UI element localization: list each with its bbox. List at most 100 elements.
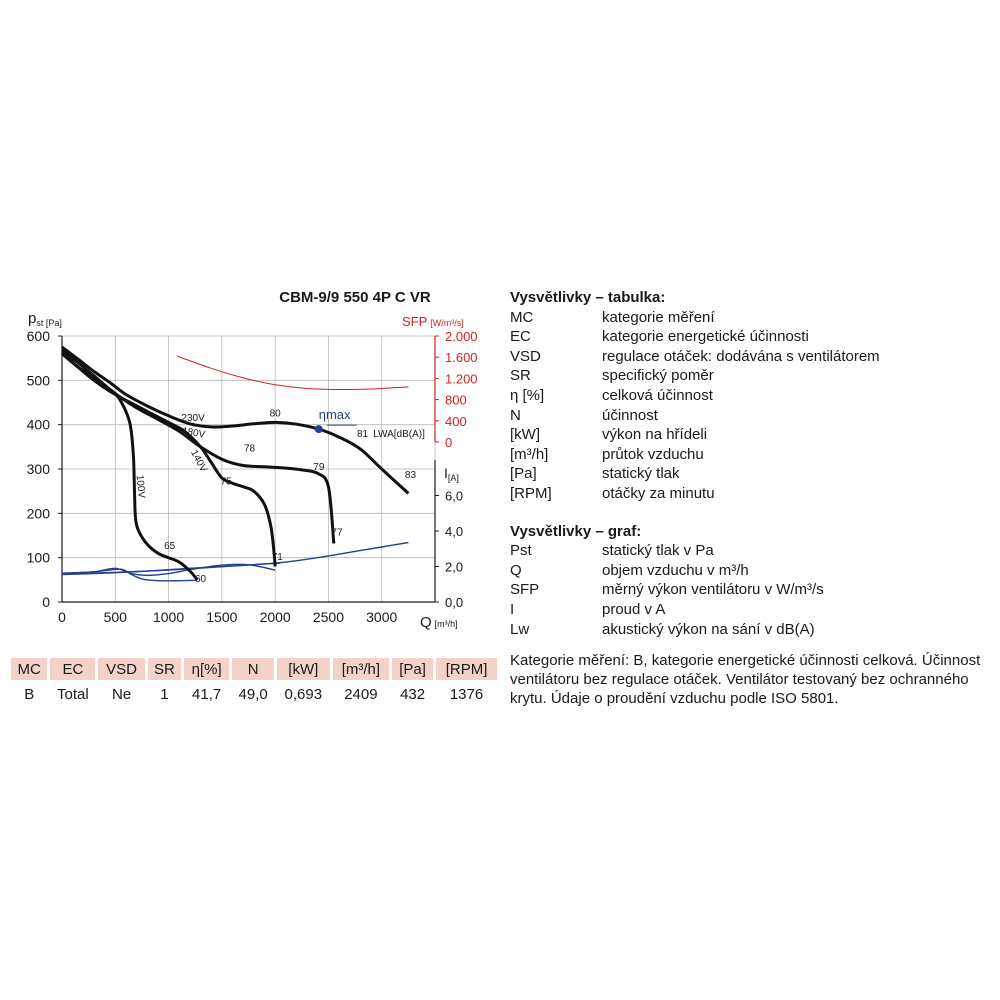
legend-item: Lw akustický výkon na sání v dB(A): [510, 620, 990, 640]
pressure-curve: [61, 352, 199, 581]
x-tick-label: 500: [104, 609, 128, 625]
pressure-curve: [61, 349, 336, 544]
x-tick-label: 1000: [153, 609, 184, 625]
legend-key: MC: [510, 308, 534, 326]
efficiency-label: 79: [313, 462, 325, 473]
legend-item: VSD regulace otáček: dodávána s ventiláto…: [510, 347, 990, 367]
cell-rpm: 1376: [449, 685, 484, 703]
legend-graph-heading: Vysvětlivky – graf:: [510, 522, 642, 540]
header-eta: η[%]: [183, 658, 230, 680]
legend-desc: proud v A: [602, 600, 666, 618]
legend-key: [RPM]: [510, 484, 552, 502]
header-sr: SR: [147, 658, 181, 680]
cell-eta: 41,7: [192, 685, 222, 703]
legend-key: Pst: [510, 542, 532, 560]
y-tick-label: 600: [27, 328, 51, 344]
voltage-label: 100V: [134, 474, 147, 499]
efficiency-label: 60: [195, 574, 207, 585]
legend-item: Pst statický tlak v Pa: [510, 541, 990, 561]
x-tick-label: 2000: [260, 609, 291, 625]
legend-desc: měrný výkon ventilátoru v W/m³/s: [602, 581, 824, 599]
voltage-label: 180V: [181, 426, 206, 441]
current-tick-label: 2,0: [445, 560, 463, 575]
legend-key: VSD: [510, 347, 541, 365]
efficiency-label: 75: [221, 477, 233, 488]
eta-max-label: ηmax: [319, 407, 351, 422]
legend-desc: statický tlak v Pa: [602, 542, 714, 560]
legend-key: η [%]: [510, 386, 545, 404]
legend-desc: regulace otáček: dodávána s ventilátorem: [602, 347, 880, 365]
header-ec: EC: [50, 658, 96, 680]
legend-desc: objem vzduchu v m³/h: [602, 561, 749, 579]
legend-desc: celková účinnost: [602, 386, 713, 404]
header-pa: [Pa]: [392, 658, 434, 680]
voltage-label: 230V: [181, 413, 205, 424]
legend-item: SFP měrný výkon ventilátoru v W/m³/s: [510, 580, 990, 600]
legend-key: SR: [510, 367, 531, 385]
legend-key: [Pa]: [510, 465, 537, 483]
lwa-label: LWA[dB(A)]: [373, 429, 425, 440]
legend-item: [RPM] otáčky za minutu: [510, 484, 990, 504]
legend-item: SR specifický poměr: [510, 366, 990, 386]
header-kw: [kW]: [276, 658, 330, 680]
y-tick-label: 500: [27, 372, 51, 388]
eta-max-marker: [314, 425, 323, 434]
legend-key: SFP: [510, 581, 540, 599]
legend-key: Q: [510, 561, 522, 579]
legend-panel: Vysvětlivky – tabulka: MC kategorie měřen…: [510, 288, 990, 708]
legend-desc: průtok vzduchu: [602, 445, 704, 463]
legend-desc: specifický poměr: [602, 367, 714, 385]
efficiency-label: 83: [405, 470, 417, 481]
legend-key: I: [510, 600, 515, 618]
results-header-row: MC EC VSD SR η[%] N [kW] [m³/h] [Pa] [RP…: [11, 658, 497, 680]
legend-spacer: [510, 504, 990, 522]
fan-performance-chart: CBM-9/9 550 4P C VR 0 500 1000 1500 2000 2500…: [27, 289, 478, 631]
header-vsd: VSD: [98, 658, 145, 680]
cell-ec: Total: [57, 685, 89, 703]
legend-key: N: [510, 406, 521, 424]
efficiency-label: 77: [331, 528, 343, 539]
current-tick-label: 0,0: [445, 595, 463, 610]
legend-table-heading: Vysvětlivky – tabulka:: [510, 289, 666, 306]
chart-series: [61, 345, 410, 582]
current-curve: [61, 563, 276, 577]
cell-kw: 0,693: [284, 685, 323, 703]
legend-item: [kW] výkon na hřídeli: [510, 425, 990, 445]
y-tick-label: 400: [27, 417, 51, 433]
chart-title: CBM-9/9 550 4P C VR: [279, 289, 431, 306]
header-rpm: [RPM]: [436, 658, 497, 680]
legend-desc: akustický výkon na sání v dB(A): [602, 620, 815, 638]
header-flow: [m³/h]: [332, 658, 390, 680]
sfp-tick-label: 2.000: [445, 329, 478, 344]
legend-key: [kW]: [510, 426, 540, 444]
legend-desc: účinnost: [602, 406, 658, 424]
x-tick-label: 3000: [366, 609, 397, 625]
efficiency-label: 71: [272, 552, 284, 563]
cell-pa: 432: [400, 685, 426, 703]
results-table: MC EC VSD SR η[%] N [kW] [m³/h] [Pa] [RP…: [8, 658, 500, 708]
efficiency-label: 80: [270, 409, 282, 420]
y-tick-label: 0: [42, 594, 50, 610]
legend-desc: statický tlak: [602, 465, 680, 483]
cell-sr: 1: [160, 685, 169, 703]
sfp-tick-label: 1.600: [445, 350, 478, 365]
legend-desc: výkon na hřídeli: [602, 426, 708, 444]
current-tick-label: 4,0: [445, 524, 463, 539]
sfp-tick-label: 1.200: [445, 371, 478, 386]
y-tick-label: 300: [27, 461, 51, 477]
y-axis-pressure-label: pst [Pa]: [28, 310, 62, 328]
legend-key: EC: [510, 328, 531, 346]
x-tick-label: 1500: [206, 609, 237, 625]
cell-vsd: Ne: [112, 685, 132, 703]
sfp-tick-label: 800: [445, 393, 467, 408]
legend-item: η [%] celková účinnost: [510, 386, 990, 406]
current-curve: [61, 568, 198, 582]
efficiency-label: 81: [357, 429, 369, 440]
y-axis-current-label: I[A]: [444, 465, 459, 483]
legend-desc: otáčky za minutu: [602, 484, 715, 502]
legend-key: Lw: [510, 620, 530, 638]
sfp-tick-label: 0: [445, 435, 452, 450]
cell-n: 49,0: [238, 685, 268, 703]
chart-grid: [61, 335, 436, 603]
